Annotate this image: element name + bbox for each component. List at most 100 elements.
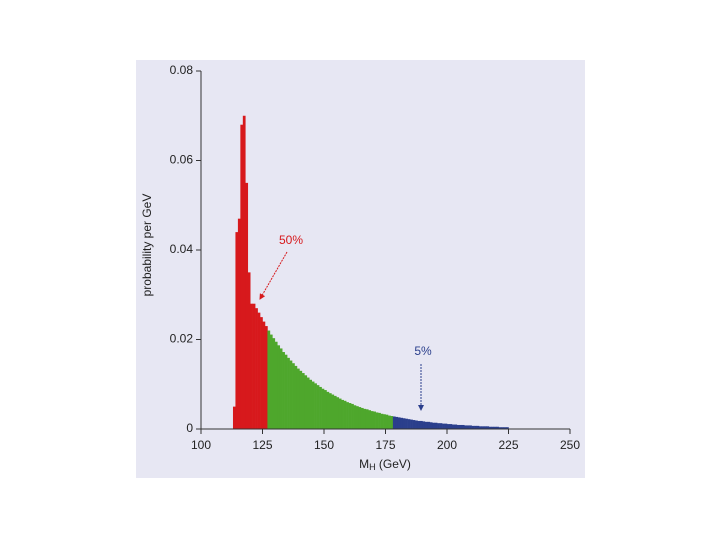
bar (237, 218, 241, 429)
y-tick-label: 0.04 (170, 242, 194, 256)
bar (407, 419, 411, 429)
bar (274, 341, 278, 429)
x-tick-label: 150 (314, 438, 334, 452)
bar (380, 413, 384, 429)
bar (287, 357, 290, 429)
bar (496, 426, 499, 429)
bar (442, 423, 445, 429)
bar (385, 414, 389, 429)
bar (503, 427, 507, 429)
bar (321, 388, 325, 429)
bar (474, 425, 477, 429)
bar (301, 373, 305, 429)
bar (355, 406, 359, 429)
bar (358, 407, 362, 429)
bar (272, 338, 276, 429)
bar (316, 385, 320, 429)
bar (405, 418, 408, 429)
bar (267, 330, 271, 429)
bar (444, 423, 448, 429)
bar (387, 415, 391, 429)
x-tick-label: 250 (560, 438, 580, 452)
bar (390, 416, 394, 429)
bar (343, 400, 347, 429)
y-axis-label: probability per GeV (140, 194, 154, 297)
bar (289, 360, 293, 429)
bar (488, 426, 492, 429)
bar (328, 393, 332, 429)
bar (400, 417, 404, 429)
bar (269, 334, 273, 429)
bar (464, 425, 467, 429)
y-tick-label: 0.08 (170, 63, 194, 77)
bar (491, 426, 495, 429)
bar (311, 381, 315, 429)
bar (451, 424, 455, 429)
bar (459, 424, 463, 429)
bar (493, 426, 497, 429)
bar (483, 426, 487, 429)
bar (319, 386, 322, 429)
bar (296, 368, 300, 429)
bar (447, 424, 450, 429)
bar (456, 424, 460, 429)
bar (415, 420, 418, 429)
annotation: 50% (279, 233, 303, 247)
bar (412, 420, 416, 429)
x-tick-label: 125 (252, 438, 272, 452)
bar (375, 412, 379, 429)
bar (232, 406, 236, 429)
bar (360, 407, 364, 429)
bar (466, 425, 470, 429)
x-axis-label: MH (GeV) (359, 457, 411, 472)
bar (314, 383, 317, 429)
x-label-sub: H (369, 462, 376, 472)
bar (365, 409, 369, 429)
bar (255, 308, 258, 429)
bar (333, 395, 337, 429)
bar (454, 424, 458, 429)
bar (277, 345, 281, 429)
bar (348, 403, 352, 429)
bar (486, 426, 490, 429)
x-tick-label: 225 (498, 438, 518, 452)
bar (324, 390, 327, 429)
bar (501, 427, 504, 429)
x-label-unit: (GeV) (376, 457, 411, 471)
bar (353, 405, 357, 429)
bar (434, 422, 438, 429)
bar (264, 326, 268, 429)
bar (247, 272, 251, 429)
bar (336, 397, 340, 429)
annotation: 5% (414, 344, 432, 358)
bar (417, 420, 421, 429)
annotation-arrow (259, 251, 288, 300)
bar (240, 124, 244, 429)
x-label-main: M (359, 457, 369, 471)
bar (257, 312, 261, 429)
bar (395, 416, 399, 429)
bar (498, 427, 502, 429)
bar (478, 426, 482, 429)
bar (292, 363, 295, 429)
bar (432, 422, 435, 429)
bar (341, 399, 344, 429)
bar (299, 370, 303, 429)
bar (309, 379, 312, 429)
bar (304, 375, 308, 429)
bar (338, 398, 342, 429)
bar (469, 425, 472, 429)
y-tick-label: 0 (186, 421, 193, 435)
bar (461, 424, 465, 429)
bar (439, 423, 443, 429)
bar (378, 412, 381, 429)
bar (419, 420, 423, 429)
bar (402, 418, 406, 429)
bar (373, 411, 376, 429)
bar (279, 348, 283, 429)
bar (284, 354, 288, 429)
bar (252, 303, 256, 429)
bar (368, 410, 372, 429)
bar (326, 391, 330, 429)
